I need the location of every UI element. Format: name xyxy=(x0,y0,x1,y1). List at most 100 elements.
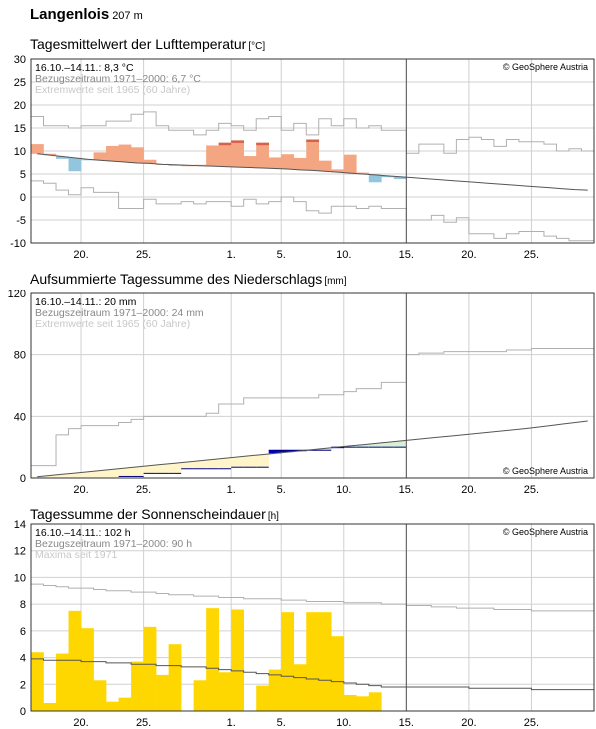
temperature-extreme-mark xyxy=(256,142,270,146)
maxima-line xyxy=(31,583,594,612)
y-tick-label: 20 xyxy=(14,100,26,112)
precipitation-day-bar xyxy=(193,460,207,469)
temperature-day-bar xyxy=(381,175,395,178)
plot-frame xyxy=(30,292,595,479)
x-tick-label: 25. xyxy=(524,717,539,729)
precipitation-day-bar xyxy=(93,470,107,478)
info-line-2: Bezugszeitraum 1971–2000: 24 mm xyxy=(35,307,204,319)
sunshine-day-bar xyxy=(293,664,307,711)
precipitation-chart-title: Aufsummierte Tagessumme des Niederschlag… xyxy=(30,271,347,287)
temperature-day-bar xyxy=(368,174,382,183)
precipitation-day-bar xyxy=(356,444,370,448)
sunshine-day-bar xyxy=(43,702,57,711)
temperature-day-bar xyxy=(68,157,82,172)
sunshine-day-bar xyxy=(256,685,270,711)
x-tick-label: 15. xyxy=(399,484,414,496)
precipitation-day-bar xyxy=(106,469,119,478)
plot-frame xyxy=(30,58,595,244)
info-line-2: Bezugszeitraum 1971–2000: 6,7 °C xyxy=(35,73,201,85)
x-tick-label: 20. xyxy=(461,717,476,729)
x-tick-label: 20. xyxy=(461,249,476,261)
temperature-chart: -10 -5 0 5 10 15 20 25 30 20. 25. 1. 5. 10. 15. 20. 25. 1… xyxy=(10,55,595,261)
temperature-title-text: Tagesmittelwert der Lufttemperatur xyxy=(30,36,247,52)
precipitation-day-bar xyxy=(231,457,244,468)
precipitation-day-bar xyxy=(218,458,232,469)
x-tick-label: 20. xyxy=(461,484,476,496)
temperature-day-bar xyxy=(231,140,244,168)
sunshine-day-bar xyxy=(281,612,295,711)
y-tick-label: 0 xyxy=(20,473,26,485)
sunshine-day-bar xyxy=(193,680,207,711)
x-tick-label: 5. xyxy=(277,484,286,496)
y-tick-label: -5 xyxy=(16,215,26,227)
precipitation-day-bar xyxy=(31,476,44,478)
y-tick-label: 4 xyxy=(20,653,26,665)
y-tick-label: 15 xyxy=(14,123,26,135)
info-line-2: Bezugszeitraum 1971–2000: 90 h xyxy=(35,538,192,550)
x-tick-label: 15. xyxy=(399,717,414,729)
extreme-max-line xyxy=(31,111,594,154)
sunshine-day-bar xyxy=(231,609,244,711)
precipitation-day-bar xyxy=(256,454,270,468)
sunshine-day-bar xyxy=(306,612,320,711)
x-tick-label: 20. xyxy=(73,717,88,729)
info-line-1: 16.10.–14.11.: 102 h xyxy=(35,527,131,539)
precipitation-title-text: Aufsummierte Tagessumme des Niederschlag… xyxy=(30,271,323,287)
x-tick-label: 10. xyxy=(336,484,351,496)
temperature-day-bar xyxy=(356,172,370,174)
info-line-3: Maxima seit 1971 xyxy=(35,549,117,561)
info-line-1: 16.10.–14.11.: 20 mm xyxy=(35,296,137,308)
extreme-min-line xyxy=(31,180,594,242)
sunshine-day-bar xyxy=(368,692,382,711)
x-tick-label: 10. xyxy=(336,717,351,729)
climate-mean-line xyxy=(37,153,588,191)
precipitation-chart: 0 40 80 120 20. 25. 1. 5. 10. 15. 20. 25. 16.10.–14.… xyxy=(8,290,595,496)
temperature-day-bar xyxy=(106,145,119,162)
sunshine-day-bar xyxy=(206,608,219,711)
precipitation-day-bar xyxy=(43,475,57,478)
sunshine-title-text: Tagessumme der Sonnenscheindauer xyxy=(30,506,266,522)
sunshine-day-bar xyxy=(81,628,94,711)
extreme-max-cumulative-line xyxy=(31,348,594,467)
sunshine-chart-title: Tagessumme der Sonnenscheindauer [h] xyxy=(30,506,279,522)
y-tick-label: 14 xyxy=(14,520,26,531)
y-tick-label: 10 xyxy=(14,146,26,158)
sunshine-day-bar xyxy=(343,694,357,711)
station-elevation: 207 m xyxy=(112,10,143,22)
precipitation-day-bar xyxy=(168,463,182,474)
x-tick-label: 25. xyxy=(136,249,151,261)
precipitation-day-bar xyxy=(56,474,69,478)
x-tick-label: 1. xyxy=(227,717,236,729)
temperature-day-bar xyxy=(43,153,57,156)
x-tick-label: 25. xyxy=(524,484,539,496)
sunshine-unit: [h] xyxy=(267,511,279,522)
temperature-day-bar xyxy=(306,139,320,171)
precipitation-day-bar xyxy=(281,450,295,453)
precipitation-day-bar xyxy=(131,466,144,477)
precipitation-day-bar xyxy=(143,465,157,474)
precipitation-day-bar xyxy=(318,448,332,451)
sunshine-day-bar xyxy=(56,653,69,711)
x-tick-label: 25. xyxy=(136,717,151,729)
x-tick-label: 1. xyxy=(227,484,236,496)
y-tick-label: 0 xyxy=(20,192,26,204)
temperature-day-bar xyxy=(243,156,257,168)
temperature-day-bar xyxy=(218,142,232,167)
temperature-chart-title: Tagesmittelwert der Lufttemperatur [°C] xyxy=(30,36,265,52)
precipitation-unit: [mm] xyxy=(324,276,347,287)
temperature-day-bar xyxy=(318,160,332,172)
temperature-unit: [°C] xyxy=(248,41,266,52)
x-tick-label: 10. xyxy=(336,249,351,261)
precipitation-day-bar xyxy=(206,459,219,469)
temperature-day-bar xyxy=(93,152,107,161)
precipitation-day-bar xyxy=(243,455,257,468)
info-line-1: 16.10.–14.11.: 8,3 °C xyxy=(35,62,134,74)
temperature-day-bar xyxy=(56,156,69,159)
y-tick-label: -10 xyxy=(10,238,26,250)
sunshine-day-bar xyxy=(31,652,44,711)
sunshine-day-bar xyxy=(68,610,82,711)
temperature-day-bar xyxy=(343,154,357,174)
x-tick-label: 5. xyxy=(277,717,286,729)
y-tick-label: 8 xyxy=(20,599,26,611)
precipitation-day-bar xyxy=(156,464,169,474)
